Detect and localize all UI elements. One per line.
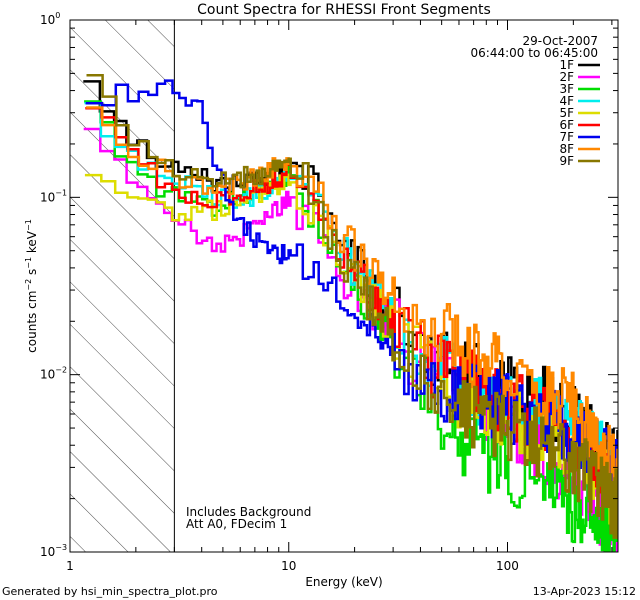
y-tick-label: 10−3 [40,543,67,559]
legend-label-4f: 4F [559,94,574,108]
y-tick-label: 10−1 [40,188,67,204]
note-background: Includes Background [186,505,311,519]
x-axis-label: Energy (keV) [305,575,382,589]
legend-label-3f: 3F [559,82,574,96]
footer-timestamp: 13-Apr-2023 15:12 [533,585,636,598]
x-axis-ticks: 1 10 100 [66,20,613,573]
series-group [83,74,618,552]
date-label: 29-Oct-2007 [522,34,598,48]
y-axis-label-sup1: −2 [24,279,33,291]
x-tick-label: 100 [496,559,519,573]
legend-label-7f: 7F [559,130,574,144]
y-tick-label: 10−2 [40,366,67,382]
legend-label-1f: 1F [559,58,574,72]
series-9f-line [86,74,618,539]
x-tick-label: 10 [281,559,296,573]
legend-label-9f: 9F [559,154,574,168]
y-axis-label-sup3: −1 [24,219,33,231]
x-tick-label: 1 [66,559,74,573]
chart-title: Count Spectra for RHESSI Front Segments [197,2,491,18]
note-attenuator: Att A0, FDecim 1 [186,517,287,531]
legend-label-5f: 5F [559,106,574,120]
y-axis-label-sup2: −1 [24,257,33,269]
y-axis-label-mid2: keV [25,230,39,257]
legend-label-8f: 8F [559,142,574,156]
time-range-label: 06:44:00 to 06:45:00 [471,46,598,60]
legend-label-2f: 2F [559,70,574,84]
footer-generated-by: Generated by hsi_min_spectra_plot.pro [2,585,218,598]
legend-label-6f: 6F [559,118,574,132]
attenuator-hatch-region [70,20,175,552]
y-axis-label: counts cm−2 s−1 keV−1 [24,219,39,353]
y-axis-label-prefix: counts cm [25,291,39,353]
y-axis-ticks: 10−3 10−2 10−1 100 [40,11,618,559]
y-axis-label-mid: s [25,269,39,279]
plot-frame [69,19,619,553]
y-tick-label: 100 [40,11,60,27]
